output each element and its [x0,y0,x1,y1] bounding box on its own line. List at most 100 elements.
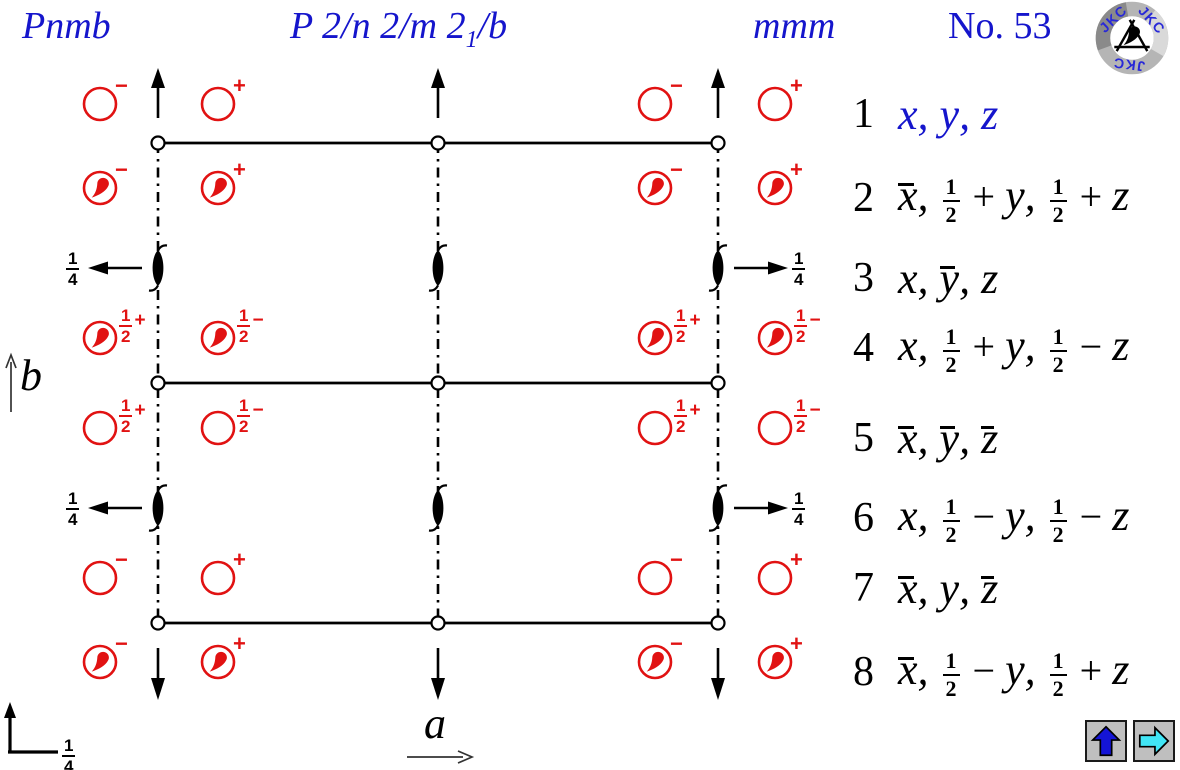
position-number: 6 [853,495,874,541]
axis-node-icon [430,135,446,151]
enantiomorph-comma-icon [209,651,227,672]
site-height-label: − [670,547,683,572]
axis-node-icon [150,375,166,391]
site-height-label: + [790,547,803,572]
origin-axis-icon [4,702,58,754]
position-row: 1 x, y, z [838,86,998,142]
position-row: 7 x, y, z [838,560,998,616]
a-axis-label: a [424,699,446,748]
site-height-label: − [670,73,683,98]
position-number: 2 [853,175,874,221]
axis-node-icon [710,375,726,391]
axis-node-icon [150,135,166,151]
site-circle-enantiomorph [200,644,236,680]
site-circle [82,410,118,446]
enantiomorph-comma-icon [766,651,784,672]
point-group-symbol: mmm [753,5,836,47]
site-height-label: + [790,157,803,182]
site-circle [200,86,236,122]
b-axis-arrow-icon [5,352,17,412]
jkc-logo-graphic: JKC JKC JKC [1095,2,1169,75]
site-circle [757,410,793,446]
up-axis-arrows [151,68,725,118]
axis-arrow-down-icon [711,648,725,700]
b-axis-label: b [20,351,42,400]
nav-next-button[interactable] [1133,720,1175,762]
axis-arrow-right-icon [734,261,788,275]
position-number: 5 [853,415,874,461]
site-height-label: − [670,631,683,656]
nav-up-button[interactable] [1085,720,1127,762]
position-coordinates: x, y, z [898,413,999,463]
position-coordinates: x, y, z [898,563,999,613]
position-number: 4 [853,325,874,371]
position-row: 5 x, y, z [838,410,998,466]
logo-text-3: JKC [1112,55,1146,75]
site-height-label: + [790,73,803,98]
site-height-label: + [790,631,803,656]
vertical-glide-lines [156,143,720,623]
enantiomorph-comma-icon [646,177,664,198]
axis-node-icon [150,615,166,631]
site-circle [82,86,118,122]
site-height-label: 1 2− [794,396,821,436]
enantiomorph-comma-icon [91,177,109,198]
site-circle-enantiomorph [82,320,118,356]
a-axis-arrow-icon [407,750,475,764]
enantiomorph-comma-icon [91,327,109,348]
position-coordinates: x, y, z [898,253,999,303]
axis-arrow-up-icon [431,68,445,118]
twofold-screw-axis-icon [427,484,449,532]
position-number: 8 [853,649,874,695]
up-arrow-icon [1090,725,1122,757]
site-circle [637,86,673,122]
site-circle [757,86,793,122]
site-height-label: + [233,631,246,656]
axis-arrow-up-icon [151,68,165,118]
site-circle-enantiomorph [200,320,236,356]
site-height-label: 1 2 + [674,306,701,346]
twofold-screw-axis-icon [147,244,169,292]
site-circle-enantiomorph [200,170,236,206]
site-circle-enantiomorph [757,320,793,356]
site-circle-enantiomorph [637,170,673,206]
site-circle [200,410,236,446]
position-number: 7 [853,565,874,611]
enantiomorph-comma-icon [209,327,227,348]
enantiomorph-comma-icon [766,327,784,348]
twofold-screw-axis-icon [427,244,449,292]
space-group-full-symbol: P 2/n 2/m 21/b [290,5,508,53]
site-height-label: − [115,157,128,182]
axis-arrow-right-icon [734,501,788,515]
position-coordinates: x, y, z [898,89,999,139]
site-circle [757,560,793,596]
full-symbol-subscript: 1 [465,27,478,53]
position-number: 3 [853,255,874,301]
enantiomorph-comma-icon [209,177,227,198]
axis-node-icon [430,615,446,631]
site-height-label: 1 2 + [674,396,701,436]
space-group-number: No. 53 [948,5,1052,47]
site-height-label: − [670,157,683,182]
twofold-screw-axis-icon [707,244,729,292]
axis-node-icon [710,135,726,151]
axis-arrow-down-icon [151,648,165,700]
site-height-label: + [233,547,246,572]
inplane-axis-arrows [88,261,788,515]
site-circle-enantiomorph [637,644,673,680]
full-symbol-post: /b [477,5,508,47]
right-arrow-icon [1138,725,1170,757]
site-height-label: 1 2 + [119,306,146,346]
axis-node-icon [430,375,446,391]
site-circle-enantiomorph [757,644,793,680]
twofold-screw-axis-icon [147,484,169,532]
site-circle-enantiomorph [82,644,118,680]
enantiomorph-comma-icon [766,177,784,198]
site-circle-enantiomorph [82,170,118,206]
